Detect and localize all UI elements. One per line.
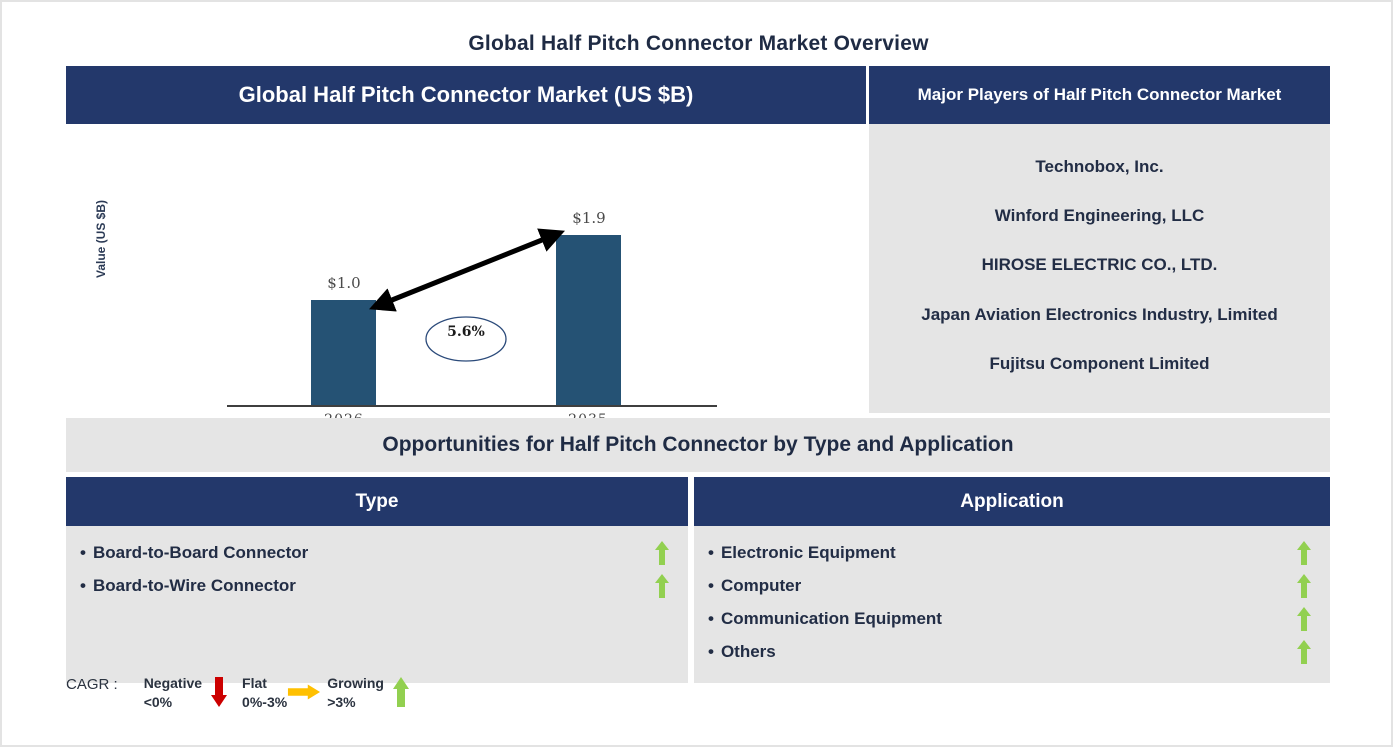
legend-flat-text: Flat 0%-3%	[242, 674, 287, 712]
list-item: Winford Engineering, LLC	[994, 206, 1205, 226]
arrow-up-icon	[1296, 540, 1312, 566]
major-players-list: Technobox, Inc. Winford Engineering, LLC…	[869, 124, 1330, 413]
cagr-value-label: 5.6%	[447, 324, 485, 340]
list-item: Computer	[694, 569, 1330, 602]
type-item-label: Board-to-Board Connector	[80, 543, 654, 563]
legend-negative-range: <0%	[143, 693, 173, 710]
arrow-right-icon	[287, 674, 321, 710]
list-item: Board-to-Board Connector	[66, 536, 688, 569]
page-title: Global Half Pitch Connector Market Overv…	[468, 32, 929, 55]
application-column: Application Electronic Equipment Compute…	[694, 477, 1330, 683]
legend-flat-label: Flat	[242, 675, 267, 691]
arrow-up-icon	[654, 540, 670, 566]
application-column-header: Application	[694, 477, 1330, 526]
cagr-legend-title: CAGR :	[66, 676, 118, 693]
list-item: Others	[694, 635, 1330, 668]
application-item-label: Electronic Equipment	[708, 543, 1296, 563]
type-column: Type Board-to-Board Connector Board-to-W…	[66, 477, 688, 683]
arrow-up-icon	[384, 674, 418, 710]
arrow-up-icon	[1296, 573, 1312, 599]
list-item: Communication Equipment	[694, 602, 1330, 635]
application-item-label: Communication Equipment	[708, 609, 1296, 629]
market-chart-panel: Global Half Pitch Connector Market (US $…	[66, 66, 866, 463]
legend-growing-text: Growing >3%	[327, 674, 384, 712]
legend-negative-label: Negative	[143, 675, 203, 691]
legend-growing-label: Growing	[327, 675, 384, 691]
market-chart-header: Global Half Pitch Connector Market (US $…	[66, 66, 866, 124]
legend-item-flat: Flat 0%-3%	[242, 674, 321, 712]
type-item-label: Board-to-Wire Connector	[80, 576, 654, 596]
list-item: Electronic Equipment	[694, 536, 1330, 569]
legend-flat-range: 0%-3%	[242, 693, 288, 710]
bar-chart: Value (US $B) $1.0 $1.9 2026 2035	[66, 124, 866, 463]
bar-2026	[311, 300, 376, 405]
arrow-down-icon	[202, 674, 236, 710]
application-item-label: Computer	[708, 576, 1296, 596]
type-column-body: Board-to-Board Connector Board-to-Wire C…	[66, 526, 688, 683]
list-item: Fujitsu Component Limited	[989, 353, 1210, 373]
bar-2035	[556, 235, 621, 405]
major-players-header: Major Players of Half Pitch Connector Ma…	[869, 66, 1330, 124]
legend-growing-range: >3%	[327, 693, 356, 710]
bar-value-2026: $1.0	[327, 274, 361, 292]
legend-item-growing: Growing >3%	[327, 674, 418, 712]
cagr-arrow-icon	[369, 228, 565, 362]
list-item: Japan Aviation Electronics Industry, Lim…	[921, 304, 1278, 324]
bar-value-2035: $1.9	[572, 209, 606, 227]
list-item: Board-to-Wire Connector	[66, 569, 688, 602]
type-column-header: Type	[66, 477, 688, 526]
major-players-panel: Major Players of Half Pitch Connector Ma…	[869, 66, 1330, 413]
arrow-up-icon	[1296, 606, 1312, 632]
x-axis-line	[227, 405, 717, 407]
cagr-legend: CAGR : Negative <0% Flat 0%-3% Growing >…	[66, 674, 424, 712]
list-item: HIROSE ELECTRIC CO., LTD.	[981, 255, 1218, 275]
arrow-up-icon	[654, 573, 670, 599]
application-column-body: Electronic Equipment Computer Communicat…	[694, 526, 1330, 683]
application-item-label: Others	[708, 642, 1296, 662]
legend-item-negative: Negative <0%	[144, 674, 236, 712]
list-item: Technobox, Inc.	[1035, 157, 1164, 177]
opportunities-band-title: Opportunities for Half Pitch Connector b…	[66, 418, 1330, 472]
y-axis-label: Value (US $B)	[94, 199, 108, 279]
legend-negative-text: Negative <0%	[144, 674, 202, 712]
arrow-up-icon	[1296, 639, 1312, 665]
